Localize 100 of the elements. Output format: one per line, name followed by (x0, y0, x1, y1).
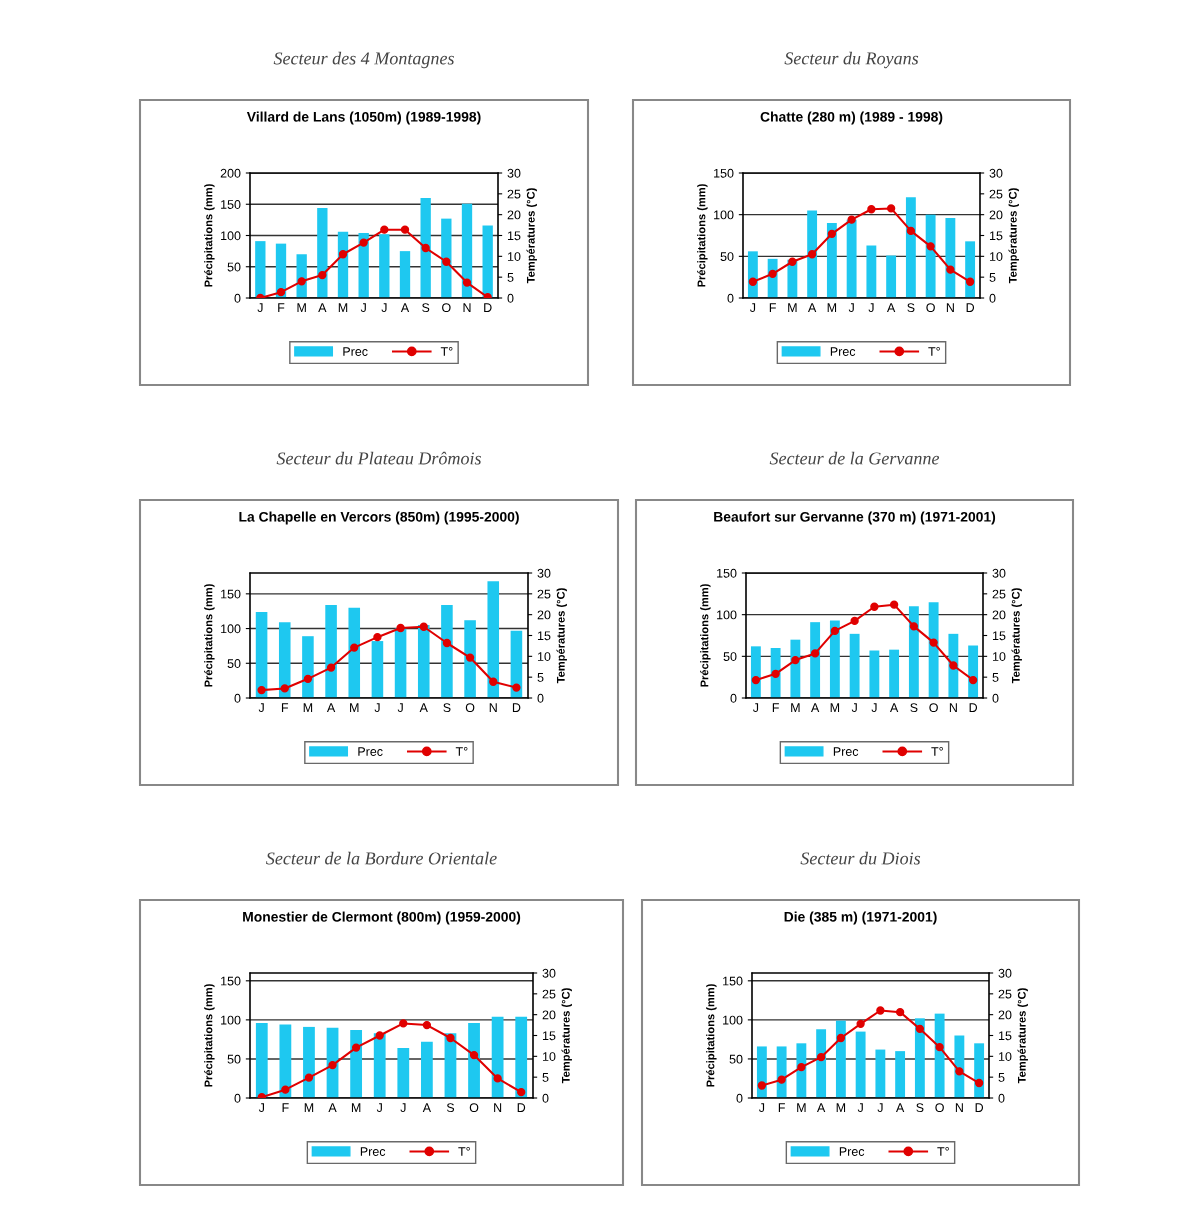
point (906, 226, 916, 236)
x-tick-label: S (443, 703, 451, 713)
bar (810, 622, 821, 698)
y-tick-label: 0 (736, 1093, 743, 1103)
x-tick-label: J (758, 1103, 765, 1113)
x-tick-label: J (749, 303, 756, 313)
y2-axis-title: Températures (°C) (1011, 588, 1022, 684)
bar (889, 649, 900, 698)
x-tick-label: J (381, 303, 387, 313)
y-tick-label: 200 (220, 168, 241, 178)
y2-tick-label: 20 (989, 210, 1003, 220)
legend-label: Prec (830, 347, 856, 356)
point (965, 277, 975, 286)
point (895, 1007, 905, 1017)
y2-tick-label: 15 (992, 631, 1006, 641)
x-tick-label: A (400, 303, 410, 312)
point (926, 242, 935, 251)
y2-tick-label: 20 (992, 610, 1006, 620)
x-tick-label: A (886, 303, 896, 312)
y2-tick-label: 5 (989, 273, 996, 282)
bar (875, 1049, 886, 1098)
x-tick-label: A (895, 1103, 905, 1112)
bar (905, 197, 916, 298)
point (380, 225, 389, 234)
bar (399, 251, 411, 298)
chart-subtitle: La Chapelle en Vercors (850m) (1995-2000) (239, 511, 519, 525)
x-tick-label: N (463, 303, 471, 312)
y2-tick-label: 10 (989, 252, 1003, 261)
y-tick-label: 0 (727, 293, 734, 303)
y-tick-label: 50 (720, 252, 734, 261)
x-tick-label: M (351, 1103, 361, 1112)
x-tick-label: S (422, 303, 430, 313)
y2-tick-label: 25 (989, 189, 1003, 199)
point (771, 669, 780, 679)
chart-title: Secteur de la Bordure Orientale (266, 851, 497, 865)
point (257, 685, 266, 695)
y-tick-label: 0 (730, 693, 737, 703)
x-tick-label: A (807, 303, 817, 312)
point (326, 663, 336, 672)
x-tick-label: D (975, 1103, 984, 1112)
bar (855, 1031, 866, 1098)
point (396, 623, 405, 633)
x-tick-label: D (517, 1103, 526, 1112)
x-tick-label: D (512, 703, 521, 712)
x-tick-label: J (871, 703, 877, 713)
point (777, 1075, 786, 1084)
y2-tick-label: 25 (542, 989, 556, 999)
y2-tick-label: 30 (537, 568, 551, 578)
y-tick-label: 50 (227, 1054, 241, 1064)
point (400, 225, 410, 234)
legend-label: Prec (839, 1147, 865, 1156)
bar (302, 636, 314, 698)
bar (464, 620, 476, 698)
x-tick-label: A (889, 703, 899, 712)
point (493, 1074, 502, 1083)
bar (750, 646, 761, 698)
x-tick-label: J (258, 703, 264, 713)
x-tick-label: J (257, 303, 263, 313)
x-tick-label: J (848, 303, 854, 313)
y2-tick-label: 10 (542, 1052, 556, 1061)
y2-tick-label: 0 (537, 693, 544, 703)
y2-tick-label: 5 (998, 1073, 1005, 1082)
y2-tick-label: 0 (989, 293, 996, 303)
bar (255, 611, 268, 698)
y-tick-label: 150 (221, 976, 241, 986)
x-tick-label: M (303, 703, 313, 712)
point (318, 270, 327, 280)
point (462, 278, 472, 287)
chart-subtitle: Chatte (280 m) (1989 - 1998) (760, 111, 943, 125)
point (797, 1062, 806, 1072)
legend-label: T° (455, 747, 468, 756)
y2-tick-label: 15 (998, 1031, 1012, 1041)
point (442, 638, 452, 648)
y-tick-label: 150 (717, 568, 737, 578)
bar (350, 1030, 363, 1098)
x-tick-label: J (752, 703, 759, 713)
bar (373, 1033, 386, 1098)
x-tick-label: J (877, 1103, 883, 1113)
bar (461, 203, 473, 298)
x-tick-label: M (350, 703, 359, 712)
bar (487, 581, 500, 698)
x-tick-label: J (360, 303, 366, 313)
y2-tick-label: 30 (992, 568, 1006, 578)
point (421, 243, 430, 253)
bar (348, 607, 361, 698)
point (856, 1019, 865, 1029)
x-tick-label: S (916, 1103, 924, 1113)
y-tick-label: 0 (234, 1093, 241, 1103)
point (757, 1081, 767, 1090)
point (791, 655, 800, 665)
y2-tick-label: 10 (998, 1052, 1012, 1061)
y2-axis-title: Températures (°C) (526, 188, 537, 284)
bar (379, 234, 390, 298)
y-axis-title: Précipitations (mm) (697, 184, 708, 287)
x-tick-label: J (374, 703, 380, 713)
bar (303, 1026, 315, 1098)
y2-tick-label: 5 (992, 673, 999, 682)
legend-label: Prec (833, 747, 859, 756)
bar (826, 223, 837, 298)
point (422, 1020, 432, 1030)
